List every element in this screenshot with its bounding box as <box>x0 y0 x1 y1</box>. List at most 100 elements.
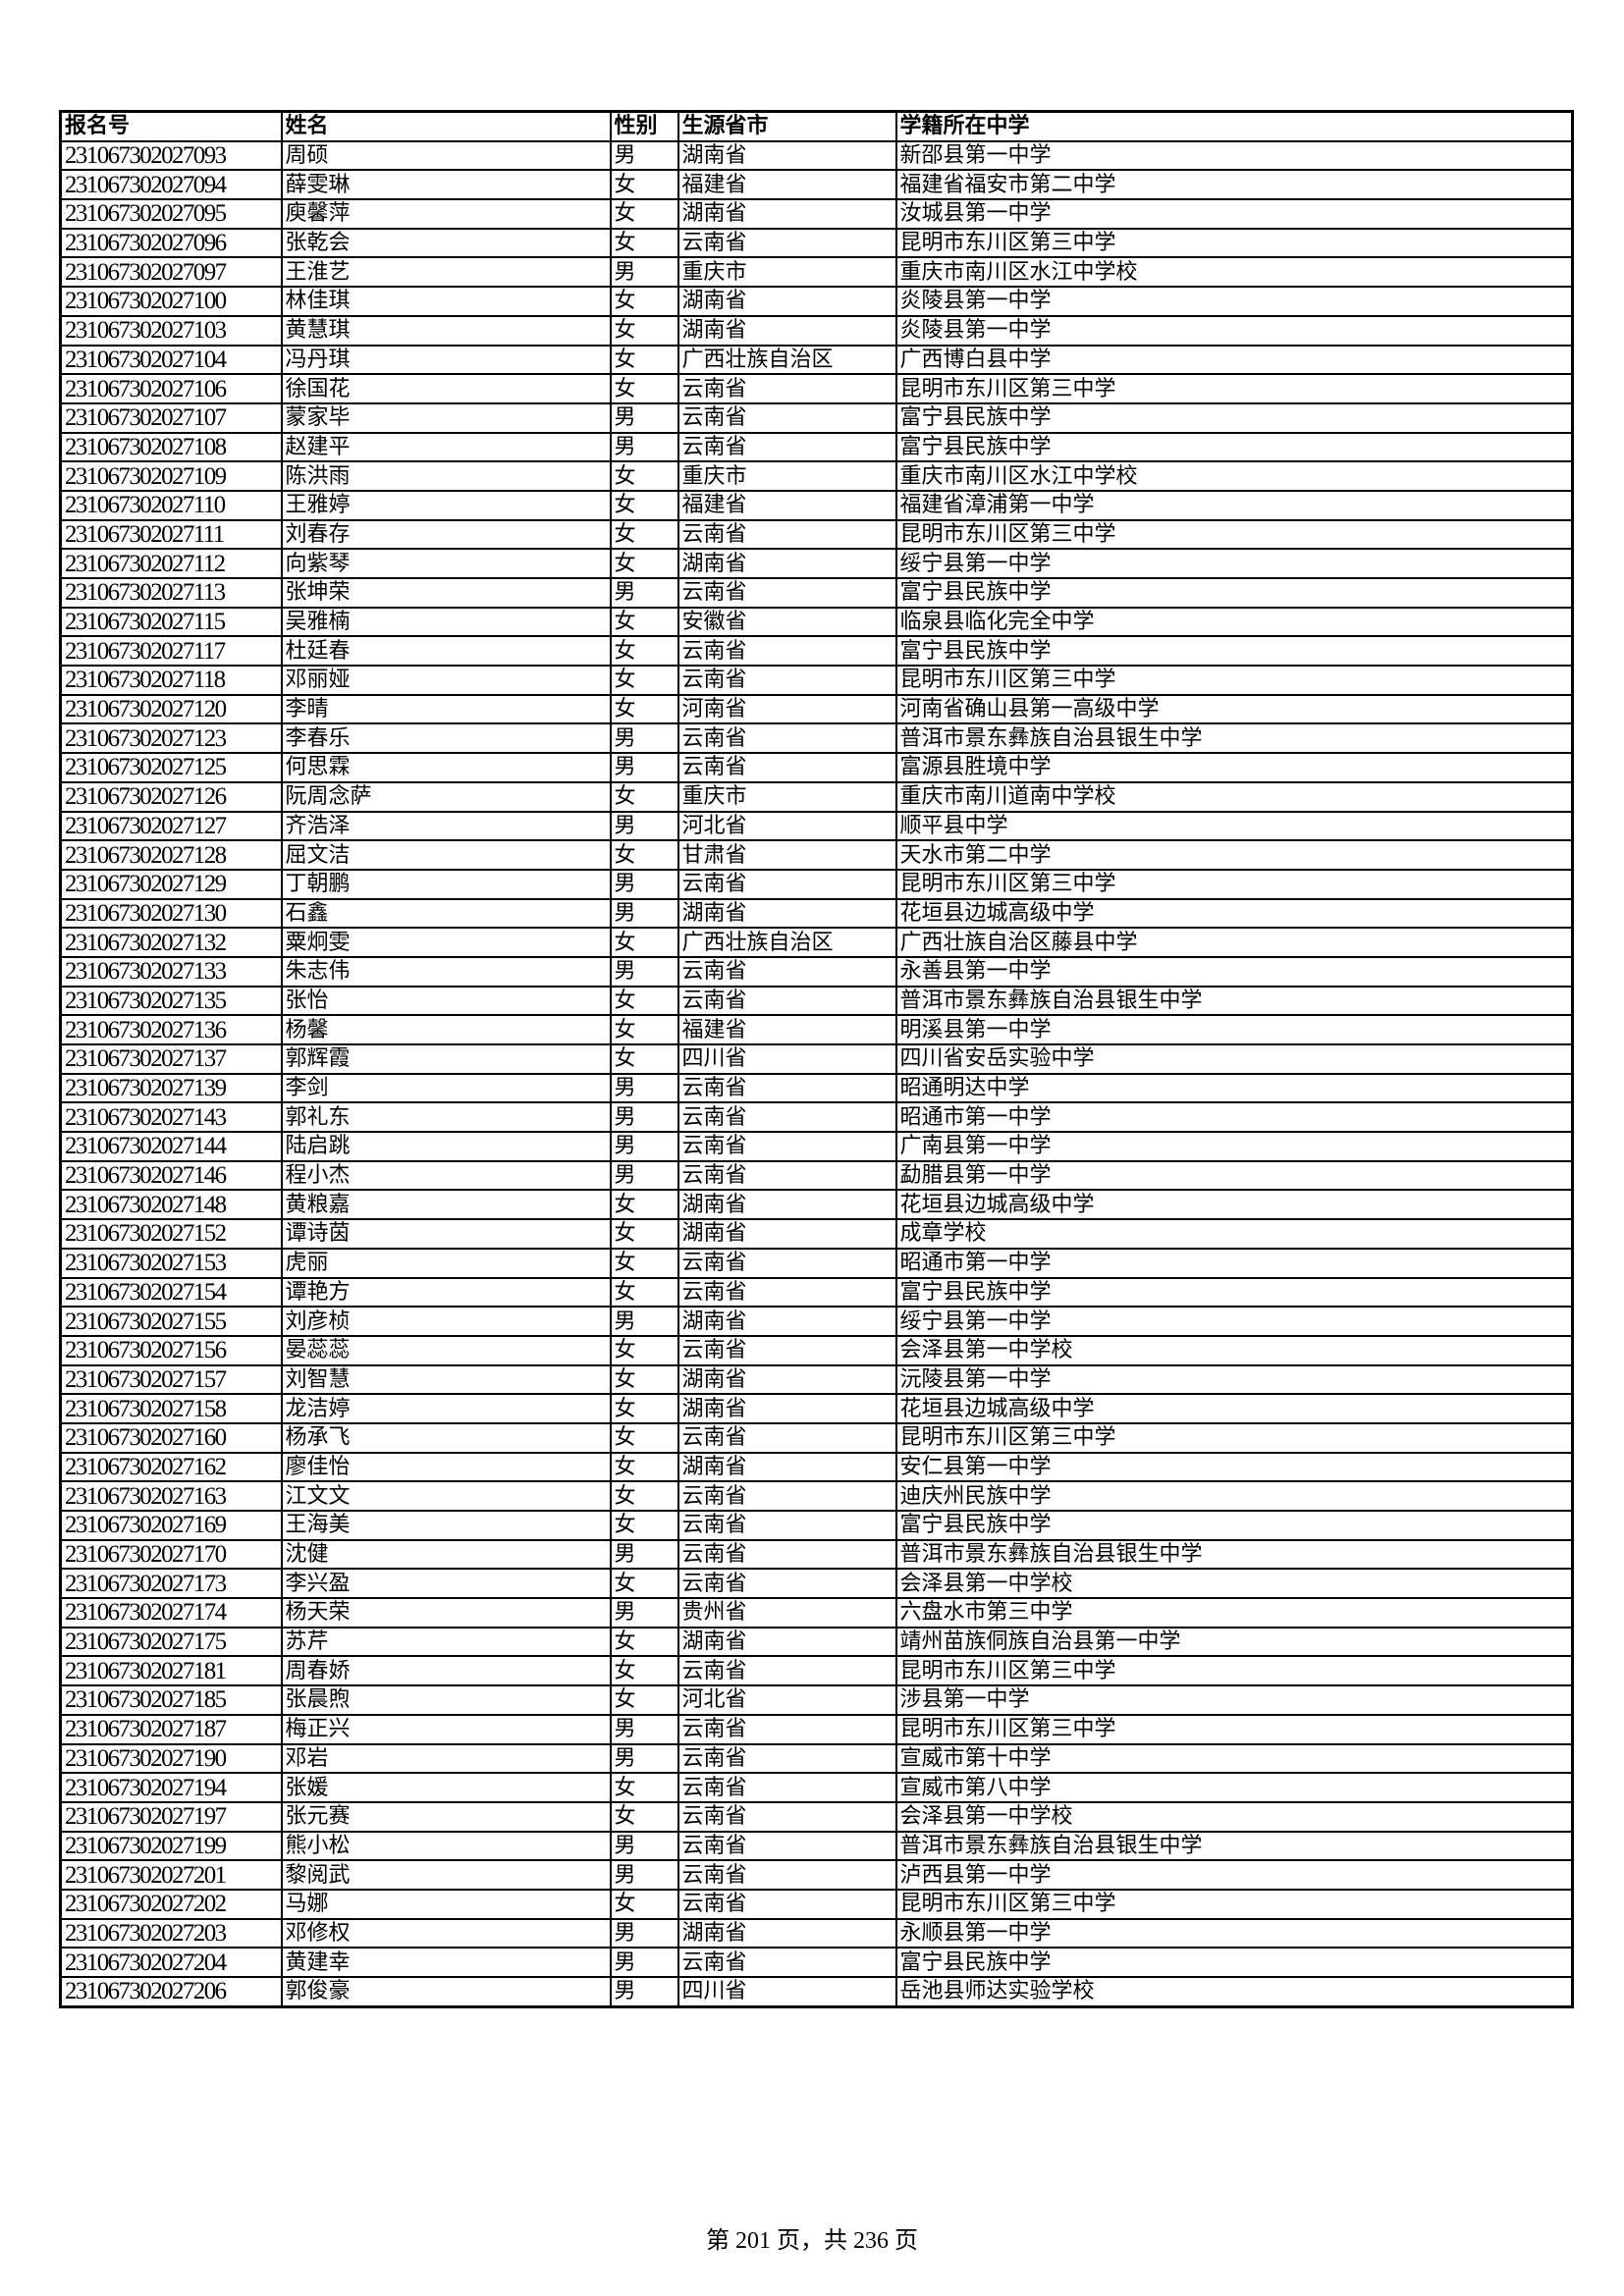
table-row: 231067302027107 蒙家毕男云南省 富宁县民族中学 <box>59 401 1574 434</box>
cell-gender: 女 <box>609 780 679 813</box>
cell-name: 郭礼东 <box>280 1101 612 1134</box>
cell-registration-number: 231067302027155 <box>59 1306 283 1337</box>
cell-gender: 女 <box>609 286 679 317</box>
cell-name: 庾馨萍 <box>280 198 612 230</box>
header-province: 生源省市 <box>677 110 897 142</box>
table-row: 231067302027175 苏芹女湖南省 靖州苗族侗族自治县第一中学 <box>59 1626 1574 1658</box>
cell-gender: 女 <box>609 635 679 667</box>
table-row: 231067302027156 晏蕊蕊女云南省 会泽县第一中学校 <box>59 1334 1574 1366</box>
table-row: 231067302027093 周硕男湖南省 新邵县第一中学 <box>59 139 1574 172</box>
table-row: 231067302027115 吴雅楠女安徽省 临泉县临化完全中学 <box>59 606 1574 638</box>
table-row: 231067302027118 邓丽娅女云南省 昆明市东川区第三中学 <box>59 665 1574 696</box>
cell-gender: 女 <box>609 1772 679 1803</box>
cell-name: 赵建平 <box>280 431 612 463</box>
cell-name: 郭俊豪 <box>280 1975 612 2008</box>
cell-school: 富宁县民族中学 <box>894 1510 1574 1541</box>
cell-school: 富宁县民族中学 <box>894 1947 1574 1978</box>
table-row: 231067302027146 程小杰男云南省 勐腊县第一中学 <box>59 1159 1574 1192</box>
cell-province: 湖南省 <box>677 1451 897 1483</box>
cell-name: 张坤荣 <box>280 577 612 609</box>
cell-name: 李剑 <box>280 1072 612 1104</box>
cell-gender: 女 <box>609 1247 679 1279</box>
cell-registration-number: 231067302027103 <box>59 314 283 347</box>
table-row: 231067302027194 张媛女云南省 宣威市第八中学 <box>59 1772 1574 1803</box>
cell-gender: 女 <box>609 1218 679 1250</box>
cell-registration-number: 231067302027106 <box>59 373 283 404</box>
cell-school: 重庆市南川区水江中学校 <box>894 460 1574 492</box>
cell-name: 沈健 <box>280 1538 612 1571</box>
cell-province: 河南省 <box>677 693 897 725</box>
cell-name: 黄慧琪 <box>280 314 612 347</box>
cell-province: 云南省 <box>677 431 897 463</box>
cell-province: 河北省 <box>677 1684 897 1716</box>
table-row: 231067302027144 陆启跳男云南省 广南县第一中学 <box>59 1131 1574 1162</box>
table-row: 231067302027137 郭辉霞女四川省 四川省安岳实验中学 <box>59 1043 1574 1075</box>
cell-registration-number: 231067302027127 <box>59 810 283 842</box>
cell-registration-number: 231067302027094 <box>59 169 283 201</box>
cell-school: 涉县第一中学 <box>894 1684 1574 1716</box>
cell-province: 云南省 <box>677 1334 897 1366</box>
cell-school: 花垣县边城高级中学 <box>894 1189 1574 1221</box>
cell-registration-number: 231067302027170 <box>59 1538 283 1571</box>
table-row: 231067302027155 刘彦桢男湖南省 绥宁县第一中学 <box>59 1306 1574 1337</box>
cell-name: 冯丹琪 <box>280 344 612 376</box>
cell-name: 马娜 <box>280 1888 612 1920</box>
cell-registration-number: 231067302027204 <box>59 1947 283 1978</box>
cell-name: 丁朝鹏 <box>280 868 612 900</box>
cell-province: 福建省 <box>677 489 897 521</box>
cell-registration-number: 231067302027130 <box>59 897 283 930</box>
cell-province: 云南省 <box>677 1830 897 1862</box>
cell-province: 云南省 <box>677 985 897 1017</box>
cell-school: 迪庆州民族中学 <box>894 1480 1574 1512</box>
cell-name: 李晴 <box>280 693 612 725</box>
cell-registration-number: 231067302027100 <box>59 286 283 317</box>
cell-province: 云南省 <box>677 577 897 609</box>
cell-gender: 男 <box>609 1713 679 1745</box>
cell-province: 湖南省 <box>677 314 897 347</box>
cell-registration-number: 231067302027160 <box>59 1421 283 1454</box>
cell-school: 富宁县民族中学 <box>894 577 1574 609</box>
table-row: 231067302027157 刘智慧女湖南省 沅陵县第一中学 <box>59 1363 1574 1396</box>
cell-registration-number: 231067302027118 <box>59 665 283 696</box>
table-row: 231067302027133 朱志伟男云南省 永善县第一中学 <box>59 955 1574 988</box>
cell-school: 永顺县第一中学 <box>894 1917 1574 1949</box>
cell-name: 张元赛 <box>280 1800 612 1833</box>
cell-registration-number: 231067302027199 <box>59 1830 283 1862</box>
table-row: 231067302027197 张元赛女云南省 会泽县第一中学校 <box>59 1800 1574 1833</box>
cell-province: 云南省 <box>677 1800 897 1833</box>
cell-name: 杨天荣 <box>280 1597 612 1629</box>
cell-province: 广西壮族自治区 <box>677 344 897 376</box>
cell-registration-number: 231067302027162 <box>59 1451 283 1483</box>
cell-school: 岳池县师达实验学校 <box>894 1975 1574 2008</box>
cell-gender: 男 <box>609 1947 679 1978</box>
cell-province: 福建省 <box>677 169 897 201</box>
table-row: 231067302027204 黄建幸男云南省 富宁县民族中学 <box>59 1947 1574 1978</box>
table-row: 231067302027203 邓修权男湖南省 永顺县第一中学 <box>59 1917 1574 1949</box>
table-row: 231067302027139 李剑男云南省 昭通明达中学 <box>59 1072 1574 1104</box>
cell-school: 成章学校 <box>894 1218 1574 1250</box>
cell-gender: 男 <box>609 1101 679 1134</box>
cell-school: 富源县胜境中学 <box>894 752 1574 783</box>
cell-gender: 女 <box>609 373 679 404</box>
table-row: 231067302027129 丁朝鹏男云南省 昆明市东川区第三中学 <box>59 868 1574 900</box>
cell-gender: 男 <box>609 401 679 434</box>
cell-name: 徐国花 <box>280 373 612 404</box>
cell-name: 屈文洁 <box>280 839 612 871</box>
cell-registration-number: 231067302027197 <box>59 1800 283 1833</box>
cell-province: 云南省 <box>677 1655 897 1687</box>
cell-name: 虎丽 <box>280 1247 612 1279</box>
cell-registration-number: 231067302027203 <box>59 1917 283 1949</box>
cell-gender: 女 <box>609 227 679 259</box>
cell-gender: 男 <box>609 1072 679 1104</box>
cell-name: 梅正兴 <box>280 1713 612 1745</box>
cell-name: 苏芹 <box>280 1626 612 1658</box>
cell-gender: 男 <box>609 577 679 609</box>
cell-name: 黎阅武 <box>280 1859 612 1891</box>
cell-school: 花垣县边城高级中学 <box>894 897 1574 930</box>
cell-registration-number: 231067302027148 <box>59 1189 283 1221</box>
cell-gender: 男 <box>609 722 679 755</box>
table-row: 231067302027120 李晴女河南省 河南省确山县第一高级中学 <box>59 693 1574 725</box>
cell-province: 云南省 <box>677 752 897 783</box>
cell-school: 昆明市东川区第三中学 <box>894 1421 1574 1454</box>
cell-name: 杨承飞 <box>280 1421 612 1454</box>
